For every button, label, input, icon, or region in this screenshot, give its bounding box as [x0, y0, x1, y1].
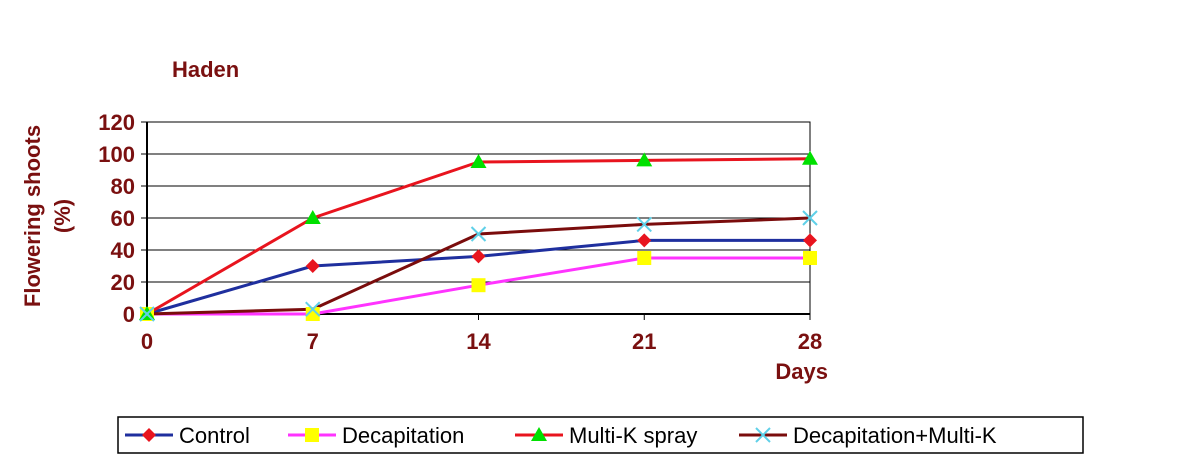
- data-point: [305, 307, 320, 321]
- x-tick-label: 14: [466, 329, 491, 354]
- y-tick-label: 100: [98, 142, 135, 167]
- legend-label: Decapitation: [342, 423, 464, 448]
- data-point: [802, 150, 818, 165]
- data-point: [470, 154, 487, 168]
- y-tick-label: 20: [111, 270, 135, 295]
- y-tick-label: 60: [111, 206, 135, 231]
- y-tick-label: 120: [98, 110, 135, 135]
- data-point: [139, 306, 155, 322]
- y-axis-ticks: 0 20 40 60 80 100 120: [98, 110, 147, 327]
- data-point: [471, 249, 486, 264]
- legend-swatch-marker: [531, 427, 547, 441]
- chart-title: Haden: [172, 57, 239, 82]
- y-tick-label: 0: [123, 302, 135, 327]
- x-tick-label: 7: [307, 329, 319, 354]
- series-markers: [139, 150, 818, 322]
- data-point: [470, 226, 487, 242]
- legend: Control Decapitation Multi-K spray Decapita…: [117, 416, 1084, 454]
- x-tick-label: 28: [798, 329, 822, 354]
- data-point: [803, 233, 817, 248]
- legend-label: Multi-K spray: [569, 423, 697, 448]
- legend-box: [117, 416, 1084, 454]
- y-axis-label: Flowering shoots (%): [20, 125, 75, 307]
- data-point: [471, 278, 486, 293]
- y-axis-label-line-2: (%): [50, 199, 75, 233]
- data-point: [636, 216, 652, 233]
- x-tick-label: 0: [141, 329, 153, 354]
- data-point: [637, 251, 652, 265]
- legend-swatch-marker: [755, 427, 771, 443]
- legend-swatch-marker: [142, 428, 156, 442]
- data-point: [803, 251, 817, 265]
- data-point: [304, 210, 321, 224]
- data-point: [636, 152, 653, 167]
- y-tick-label: 40: [111, 238, 135, 263]
- series-line-3: [146, 216, 811, 316]
- data-point: [305, 301, 321, 317]
- x-tick-label: 21: [632, 329, 656, 354]
- x-axis-label: Days: [775, 359, 828, 384]
- data-point: [802, 210, 818, 226]
- data-point: [637, 233, 652, 248]
- data-point: [305, 259, 320, 273]
- x-axis-ticks: 0 7 14 21 28: [141, 314, 822, 354]
- legend-label: Decapitation+Multi-K: [793, 423, 997, 448]
- legend-swatch-marker: [305, 428, 319, 442]
- y-tick-label: 80: [111, 174, 135, 199]
- legend-label: Control: [179, 423, 250, 448]
- y-axis-label-line-1: Flowering shoots: [20, 125, 45, 307]
